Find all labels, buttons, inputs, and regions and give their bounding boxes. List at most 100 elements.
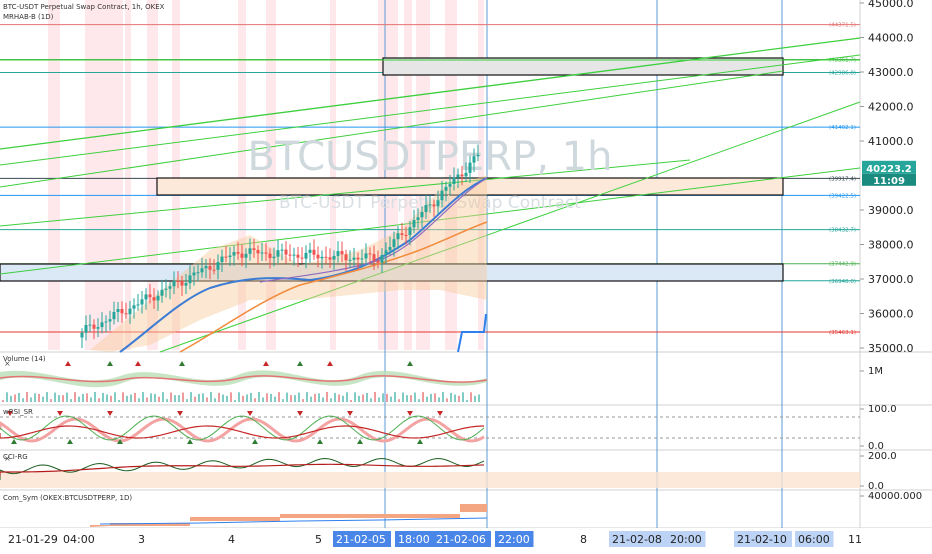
volume-bar xyxy=(242,395,244,402)
ema-purple xyxy=(259,177,488,283)
price-axis-label[interactable]: 41000.0 xyxy=(868,135,914,148)
price-axis-label[interactable]: 45000.0 xyxy=(868,0,914,10)
volume-bar xyxy=(134,392,136,402)
candle-body xyxy=(332,255,336,260)
price-axis-label[interactable]: 39000.0 xyxy=(868,204,914,217)
candle-body xyxy=(472,156,476,163)
candle-body xyxy=(352,257,356,260)
time-axis-label[interactable]: 20:00 xyxy=(670,533,702,546)
volume-bar xyxy=(114,392,116,402)
time-axis-label[interactable]: 04:00 xyxy=(63,533,95,546)
volume-bar xyxy=(290,395,292,402)
price-axis-label[interactable]: 37000.0 xyxy=(868,273,914,286)
candle-body xyxy=(368,253,372,255)
session-shading xyxy=(48,0,60,350)
candle-body xyxy=(320,256,324,259)
volume-bar xyxy=(330,398,332,402)
price-axis-label[interactable]: 43000.0 xyxy=(868,66,914,79)
volume-bar xyxy=(78,396,80,402)
volume-bar xyxy=(370,398,372,402)
countdown-tag[interactable] xyxy=(862,173,916,186)
candle-body xyxy=(220,256,224,263)
candle-body xyxy=(264,252,268,254)
time-axis-label[interactable]: 5 xyxy=(315,533,322,546)
time-axis-label[interactable]: 18:00 xyxy=(398,533,430,546)
candle-body xyxy=(224,256,228,258)
volume-bar xyxy=(146,397,148,402)
volume-bar xyxy=(50,399,52,402)
candle-body xyxy=(156,295,160,301)
time-axis-label[interactable]: 21-02-05 xyxy=(336,533,386,546)
price-axis-label[interactable]: 44000.0 xyxy=(868,32,914,45)
comsym-pane-label[interactable]: Com_Sym (OKEX:BTCUSDTPERP, 1D) xyxy=(3,494,133,502)
time-axis-label[interactable]: 8 xyxy=(580,533,587,546)
cci-axis-high[interactable]: 200.0 xyxy=(868,451,897,462)
time-axis-label[interactable]: 06:00 xyxy=(798,533,830,546)
level-label: (38432.7) xyxy=(829,228,856,234)
level-label: (39422.5) xyxy=(829,193,856,199)
time-axis-label[interactable]: 21-02-08 xyxy=(612,533,662,546)
comsym-axis-label[interactable]: 40000.000 xyxy=(868,491,922,502)
wrsi-pane-label[interactable]: wRSI_SR xyxy=(3,408,33,416)
close-icon[interactable]: × xyxy=(4,454,11,463)
volume-bar xyxy=(82,393,84,402)
volume-bar xyxy=(430,393,432,402)
trend-line xyxy=(159,101,861,353)
time-axis-label[interactable]: 4 xyxy=(228,533,235,546)
volume-bar xyxy=(282,399,284,402)
countdown-label: 11:09 xyxy=(873,176,905,187)
candle-body xyxy=(268,253,272,259)
candle-body xyxy=(136,304,140,306)
volume-bar xyxy=(306,392,308,402)
candle-body xyxy=(456,174,460,178)
candle-body xyxy=(336,251,340,256)
close-icon[interactable]: × xyxy=(4,359,11,368)
price-axis-label[interactable]: 42000.0 xyxy=(868,101,914,114)
volume-bar xyxy=(166,399,168,402)
wrsi-buy-marker xyxy=(417,439,423,444)
candle-body xyxy=(124,313,128,315)
time-axis-label[interactable]: 11 xyxy=(848,533,862,546)
volume-bar xyxy=(42,396,44,402)
candle-body xyxy=(100,322,104,328)
volume-pane-label[interactable]: Volume (14) xyxy=(3,355,46,363)
cci-axis-low[interactable]: 0.0 xyxy=(868,481,884,492)
time-axis-label[interactable]: 3 xyxy=(138,533,145,546)
volume-bar xyxy=(390,396,392,402)
price-axis-label[interactable]: 35000.0 xyxy=(868,342,914,355)
candle-body xyxy=(248,248,252,254)
time-axis-label[interactable]: 21-02-06 xyxy=(436,533,486,546)
wrsi-axis-low[interactable]: 0.0 xyxy=(868,441,884,452)
volume-bar xyxy=(18,392,20,402)
candle-body xyxy=(344,254,348,261)
volume-signal-marker xyxy=(135,361,141,366)
level-label: (35463.1) xyxy=(829,330,856,336)
volume-bar xyxy=(342,395,344,402)
candle-body xyxy=(452,177,456,185)
volume-axis-label[interactable]: 1M xyxy=(868,366,883,377)
wrsi-axis-high[interactable]: 100.0 xyxy=(868,404,897,415)
candle-body xyxy=(404,234,408,236)
time-label-highlight xyxy=(667,531,706,547)
level-label: (44371.5) xyxy=(829,23,856,29)
time-axis-label[interactable]: 21-01-29 xyxy=(8,533,58,546)
comsym-area xyxy=(90,504,487,527)
candle-body xyxy=(256,250,260,254)
time-label-highlight xyxy=(395,531,434,547)
volume-bar xyxy=(226,395,228,402)
volume-bar xyxy=(466,399,468,402)
candle-body xyxy=(216,262,220,270)
volume-bar xyxy=(310,396,312,402)
volume-bar xyxy=(386,393,388,402)
volume-bar xyxy=(474,395,476,402)
time-axis-label[interactable]: 21-02-10 xyxy=(737,533,787,546)
price-axis-label[interactable]: 36000.0 xyxy=(868,308,914,321)
time-label-highlight xyxy=(433,531,491,547)
candle-body xyxy=(112,312,116,320)
current-price-tag[interactable] xyxy=(862,160,916,174)
cci-pane-label[interactable]: CCI-RG xyxy=(3,453,28,461)
price-axis-label[interactable]: 38000.0 xyxy=(868,239,914,252)
time-axis-label[interactable]: 22:00 xyxy=(498,533,530,546)
